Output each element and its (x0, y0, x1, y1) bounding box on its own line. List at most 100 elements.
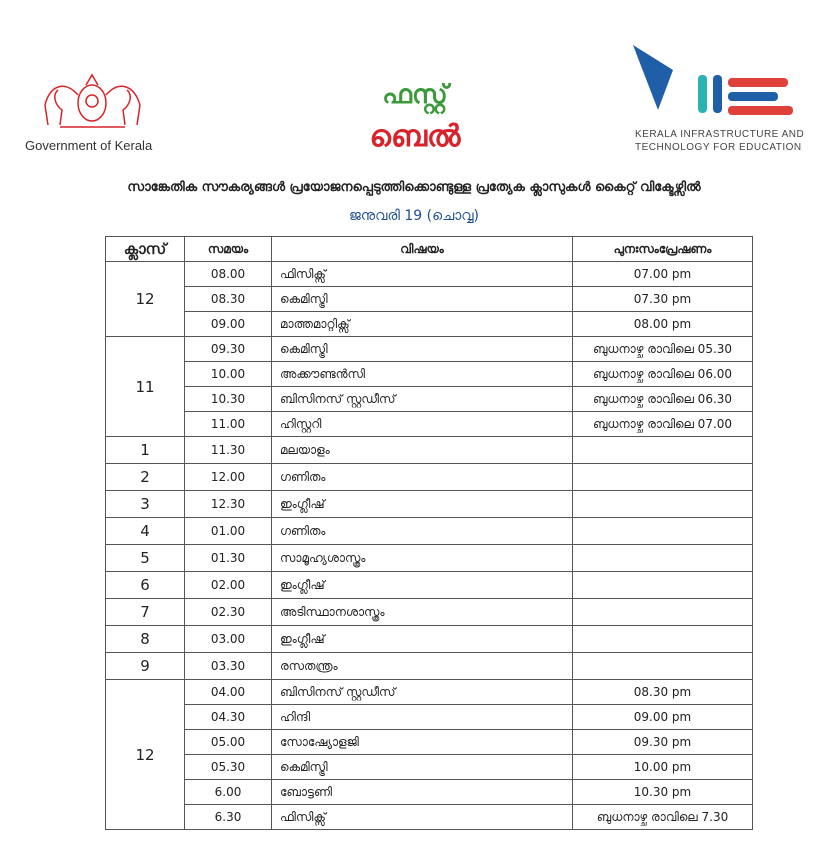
class-cell: 11 (105, 336, 185, 437)
kite-text: KERALA INFRASTRUCTURE AND TECHNOLOGY FOR… (635, 128, 804, 154)
table-row: 10.30 ബിസിനസ് സ്റ്റഡീസ് ബുധനാഴ്ച രാവിലെ 06… (106, 386, 753, 412)
time-cell: 08.30 (184, 286, 272, 312)
table-row: 6.30 ഫിസിക്സ് ബുധനാഴ്ച രാവിലെ 7.30 (106, 804, 753, 830)
logo-line2: ബെൽ (369, 119, 461, 154)
government-of-kerala-label: Government of Kerala (25, 138, 153, 153)
table-row: 8 03.00 ഇംഗ്ലീഷ് (105, 625, 753, 653)
subject-cell: ഇംഗ്ലീഷ് (271, 490, 573, 518)
kite-line2: TECHNOLOGY FOR EDUCATION (635, 142, 802, 153)
time-cell: 03.30 (184, 652, 272, 680)
table-row: 11.00 ഹിസ്റ്ററി ബുധനാഴ്ച രാവിലെ 07.00 (106, 411, 753, 437)
rebroadcast-cell: ബുധനാഴ്ച രാവിലെ 06.00 (572, 361, 753, 387)
rebroadcast-cell (572, 598, 753, 626)
table-row: 05.30 കെമിസ്ട്രി 10.00 pm (106, 754, 753, 780)
time-cell: 6.30 (184, 804, 272, 830)
time-cell: 11.30 (184, 436, 272, 464)
time-cell: 04.30 (184, 704, 272, 730)
class-cell: 2 (105, 463, 185, 491)
table-row: 9 03.30 രസതന്ത്രം (105, 652, 753, 680)
table-header-row: ക്ലാസ് സമയം വിഷയം പുനഃസംപ്രേഷണം (105, 236, 753, 262)
table-row: 08.30 കെമിസ്ട്രി 07.30 pm (106, 286, 753, 312)
time-cell: 12.00 (184, 463, 272, 491)
class-cell: 5 (105, 544, 185, 572)
table-row: 12 08.00 ഫിസിക്സ് 07.00 pm (105, 261, 753, 337)
table-row: 6.00 ബോട്ടണി 10.30 pm (106, 779, 753, 805)
time-cell: 02.30 (184, 598, 272, 626)
rebroadcast-cell: 09.00 pm (572, 704, 753, 730)
col-class: ക്ലാസ് (105, 236, 185, 262)
class-cell: 8 (105, 625, 185, 653)
rebroadcast-cell: 08.00 pm (572, 311, 753, 337)
kite-line1: KERALA INFRASTRUCTURE AND (635, 129, 805, 140)
time-cell: 10.00 (184, 361, 272, 387)
time-cell: 09.30 (184, 336, 272, 362)
first-bell-logo: ഫസ്റ്റ് ബെൽ (360, 75, 470, 175)
class-cell: 7 (105, 598, 185, 626)
table-row: 3 12.30 ഇംഗ്ലീഷ് (105, 490, 753, 518)
class-cell: 12 (105, 261, 185, 337)
subject-cell: ഹിസ്റ്ററി (271, 411, 573, 437)
time-cell: 6.00 (184, 779, 272, 805)
rebroadcast-cell: 10.30 pm (572, 779, 753, 805)
rebroadcast-cell: ബുധനാഴ്ച രാവിലെ 05.30 (572, 336, 753, 362)
subject-cell: ഫിസിക്സ് (271, 804, 573, 830)
table-row: 11 09.30 കെമിസ്ട്രി ബുധനാഴ്ച രാവിലെ 05.30 (105, 336, 753, 437)
time-cell: 08.00 (184, 261, 272, 287)
schedule-table: ക്ലാസ് സമയം വിഷയം പുനഃസംപ്രേഷണം 12 08.00 ഫ… (105, 236, 753, 830)
rebroadcast-cell (572, 436, 753, 464)
time-cell: 10.30 (184, 386, 272, 412)
class-cell: 12 (105, 679, 185, 830)
subject-cell: ഹിന്ദി (271, 704, 573, 730)
time-cell: 01.30 (184, 544, 272, 572)
rebroadcast-cell: ബുധനാഴ്ച രാവിലെ 07.00 (572, 411, 753, 437)
document-title: സാങ്കേതിക സൗകര്യങ്ങൾ പ്രയോജനപ്പെടുത്തിക്… (127, 180, 701, 195)
rebroadcast-cell (572, 625, 753, 653)
rebroadcast-cell: ബുധനാഴ്ച രാവിലെ 7.30 (572, 804, 753, 830)
table-row: 2 12.00 ഗണിതം (105, 463, 753, 491)
time-cell: 09.00 (184, 311, 272, 337)
table-row: 5 01.30 സാമൂഹ്യശാസ്ത്രം (105, 544, 753, 572)
subject-cell: സാമൂഹ്യശാസ്ത്രം (271, 544, 573, 572)
time-cell: 03.00 (184, 625, 272, 653)
table-row: 04.30 ഹിന്ദി 09.00 pm (106, 704, 753, 730)
rebroadcast-cell: ബുധനാഴ്ച രാവിലെ 06.30 (572, 386, 753, 412)
subject-cell: ബോട്ടണി (271, 779, 573, 805)
subject-cell: ഫിസിക്സ് (271, 261, 573, 287)
class-cell: 1 (105, 436, 185, 464)
subject-cell: ഗണിതം (271, 517, 573, 545)
col-time: സമയം (184, 236, 272, 262)
subject-cell: ബിസിനസ് സ്റ്റഡീസ് (271, 679, 573, 705)
time-cell: 11.00 (184, 411, 272, 437)
rebroadcast-cell: 09.30 pm (572, 729, 753, 755)
subject-cell: കെമിസ്ട്രി (271, 754, 573, 780)
subject-cell: അടിസ്ഥാനശാസ്ത്രം (271, 598, 573, 626)
rebroadcast-cell: 07.30 pm (572, 286, 753, 312)
rebroadcast-cell (572, 544, 753, 572)
table-row: 05.00 സോഷ്യോളജി 09.30 pm (106, 729, 753, 755)
rebroadcast-cell (572, 571, 753, 599)
time-cell: 02.00 (184, 571, 272, 599)
class-cell: 3 (105, 490, 185, 518)
class-cell: 9 (105, 652, 185, 680)
rebroadcast-cell (572, 463, 753, 491)
rebroadcast-cell: 07.00 pm (572, 261, 753, 287)
logo-line1: ഫസ്റ്റ് (382, 80, 448, 110)
table-row: 7 02.30 അടിസ്ഥാനശാസ്ത്രം (105, 598, 753, 626)
class-cell: 6 (105, 571, 185, 599)
rebroadcast-cell: 08.30 pm (572, 679, 753, 705)
rebroadcast-cell: 10.00 pm (572, 754, 753, 780)
schedule-date: ജനുവരി 19 (ചൊവ്വ) (348, 208, 480, 224)
subject-cell: സോഷ്യോളജി (271, 729, 573, 755)
subject-cell: ഗണിതം (271, 463, 573, 491)
class-cell: 4 (105, 517, 185, 545)
table-row: 09.00 മാത്തമാറ്റിക്സ് 08.00 pm (106, 311, 753, 337)
time-cell: 05.00 (184, 729, 272, 755)
kerala-emblem (44, 73, 141, 128)
subject-cell: മാത്തമാറ്റിക്സ് (271, 311, 573, 337)
table-row: 4 01.00 ഗണിതം (105, 517, 753, 545)
subject-cell: മലയാളം (271, 436, 573, 464)
subject-cell: കെമിസ്ട്രി (271, 336, 573, 362)
rebroadcast-cell (572, 490, 753, 518)
table-row: 1 11.30 മലയാളം (105, 436, 753, 464)
subject-cell: ബിസിനസ് സ്റ്റഡീസ് (271, 386, 573, 412)
